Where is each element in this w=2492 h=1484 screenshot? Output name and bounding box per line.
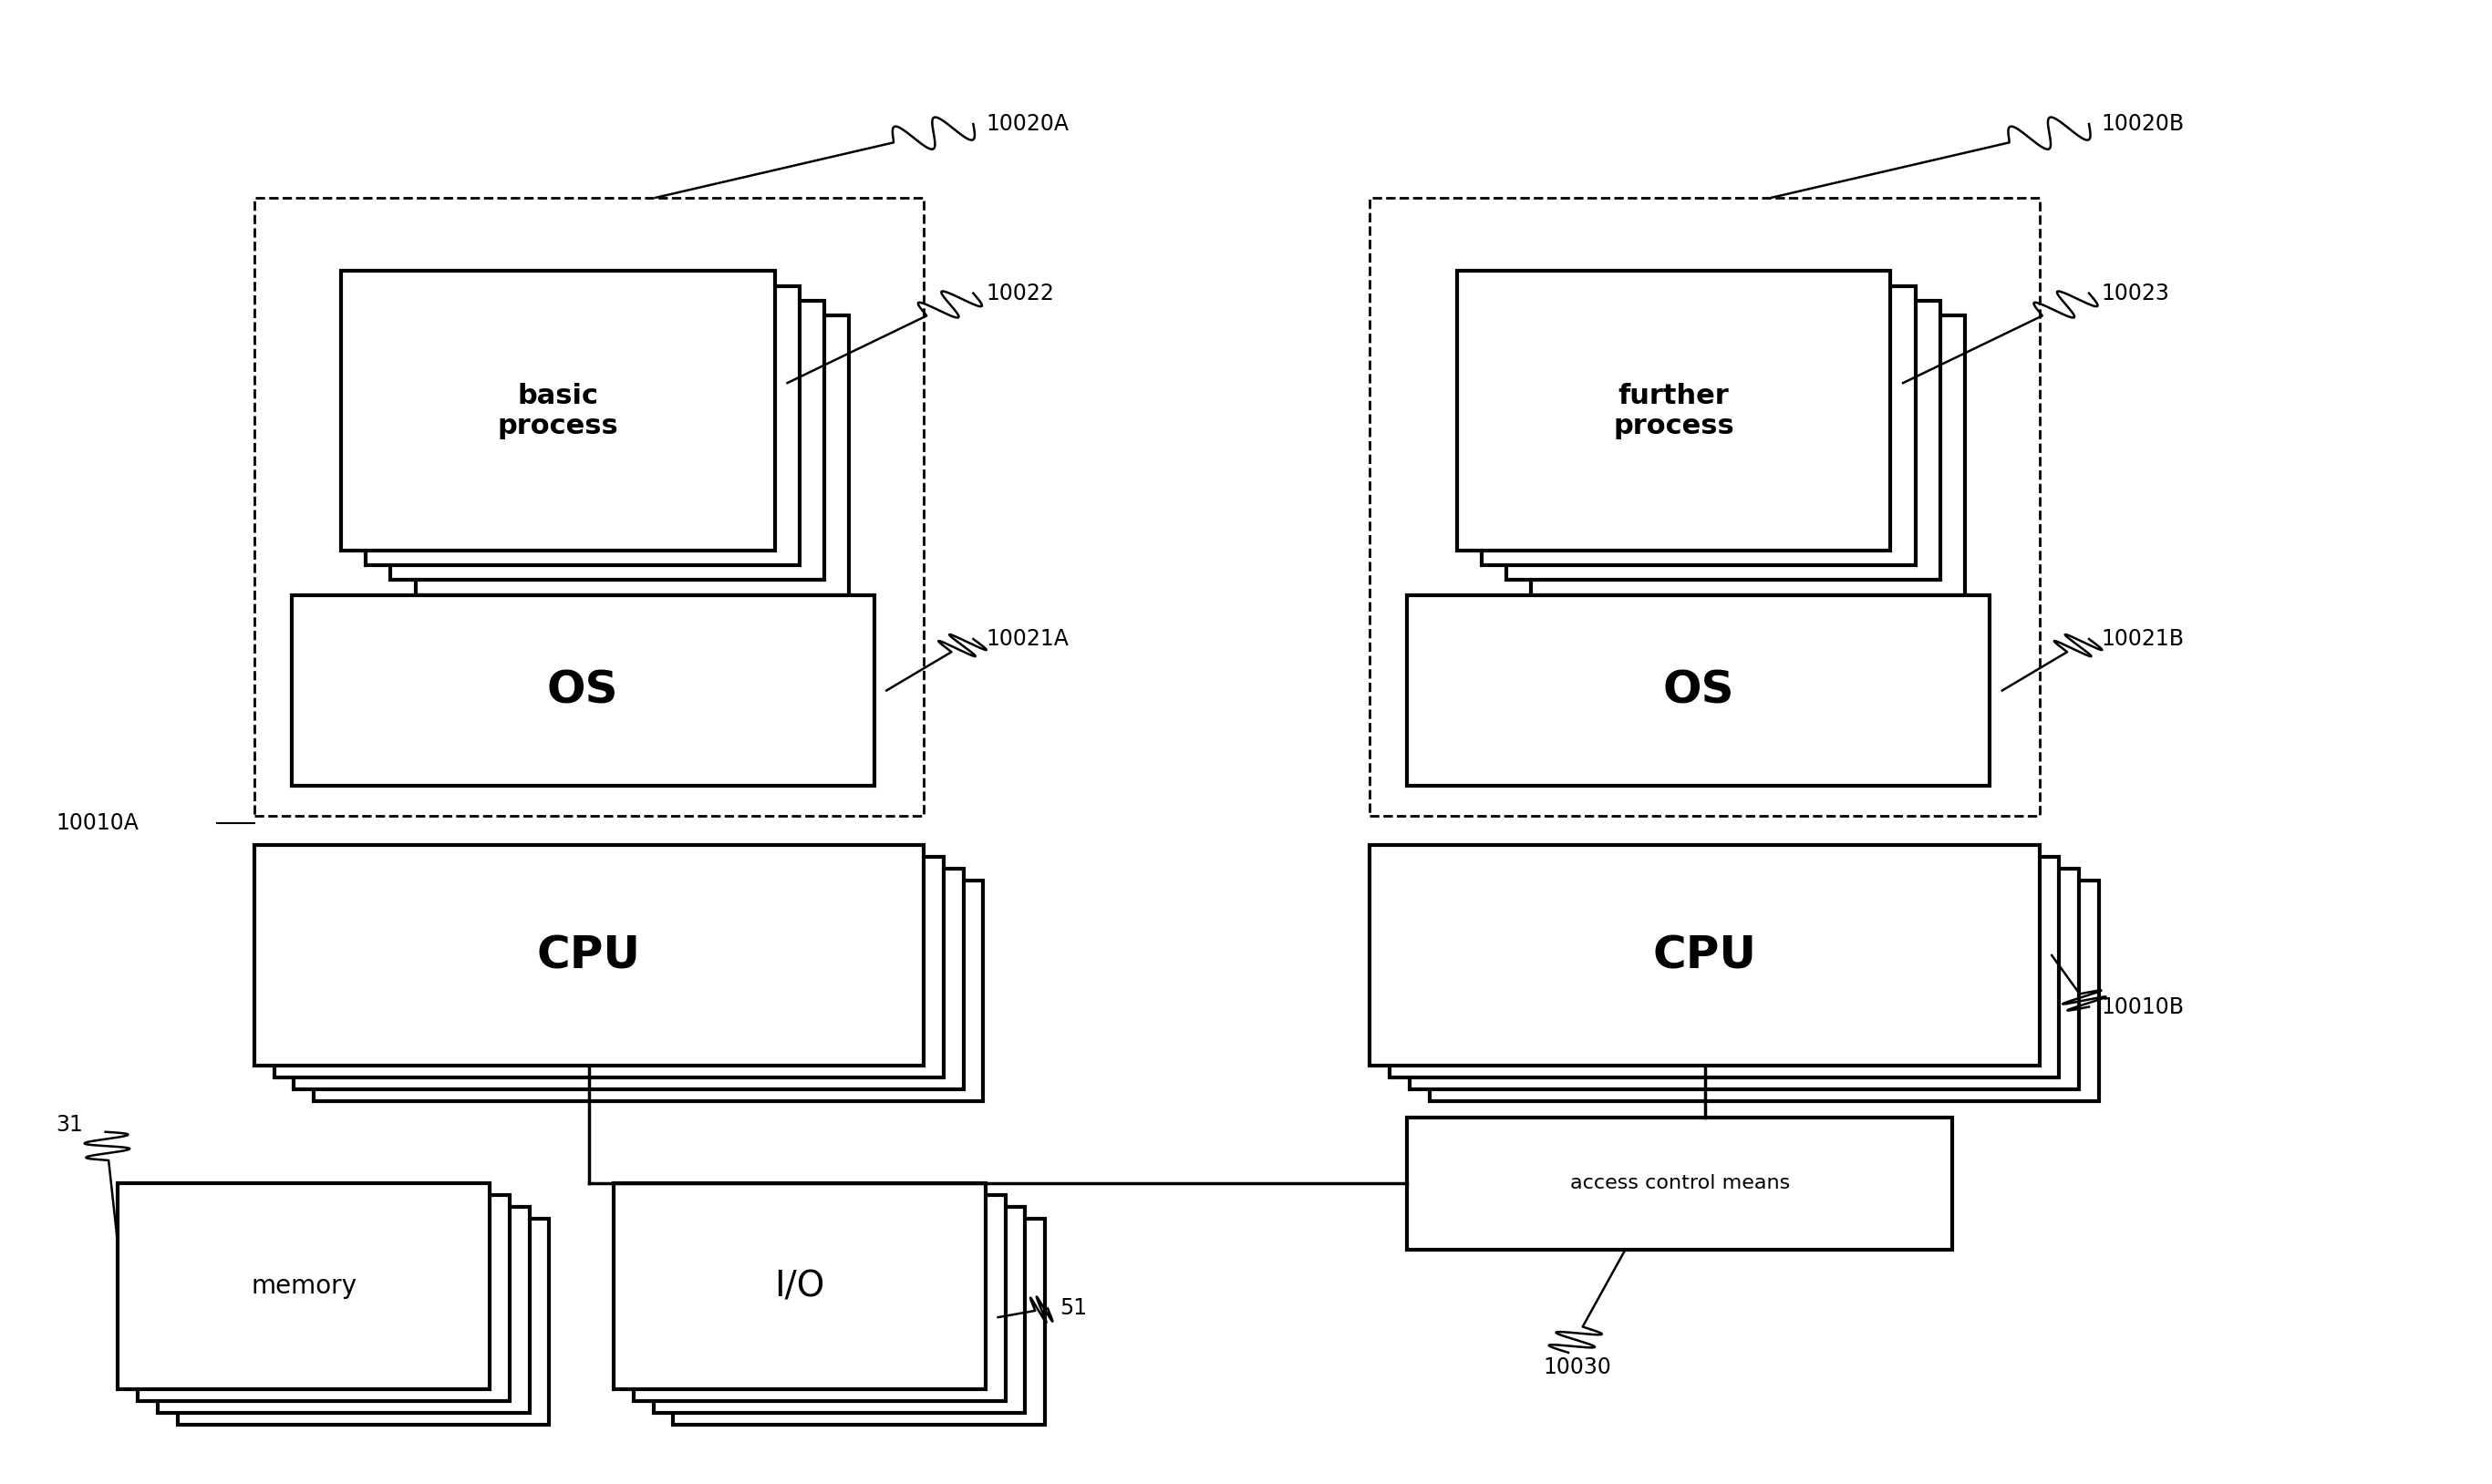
Text: OS: OS xyxy=(1662,669,1734,712)
Text: memory: memory xyxy=(252,1273,356,1298)
Bar xyxy=(254,844,925,1066)
Bar xyxy=(294,868,964,1089)
Text: OS: OS xyxy=(546,669,618,712)
Text: 10020B: 10020B xyxy=(2101,113,2185,135)
Text: 10021A: 10021A xyxy=(987,628,1069,650)
Bar xyxy=(391,301,825,580)
Text: 10020A: 10020A xyxy=(987,113,1069,135)
Text: further
process: further process xyxy=(1612,383,1734,439)
Bar xyxy=(1410,868,2078,1089)
Bar xyxy=(1371,844,2038,1066)
Text: basic
process: basic process xyxy=(498,383,618,439)
Bar xyxy=(673,1218,1044,1425)
Text: access control means: access control means xyxy=(1570,1174,1789,1193)
Bar xyxy=(366,286,800,565)
Bar xyxy=(1371,197,2038,816)
Bar xyxy=(1458,272,1891,551)
Bar xyxy=(314,880,984,1101)
Bar xyxy=(1505,301,1941,580)
Text: 10021B: 10021B xyxy=(2101,628,2185,650)
Bar xyxy=(1408,1117,1954,1250)
Bar xyxy=(1430,880,2098,1101)
Text: 10022: 10022 xyxy=(987,282,1054,304)
Bar xyxy=(341,272,775,551)
Bar xyxy=(177,1218,548,1425)
Text: CPU: CPU xyxy=(1652,933,1757,978)
Text: 51: 51 xyxy=(1059,1297,1087,1319)
Bar xyxy=(137,1195,511,1401)
Bar xyxy=(613,1183,987,1389)
Bar xyxy=(633,1195,1004,1401)
Text: I/O: I/O xyxy=(775,1269,825,1304)
Bar xyxy=(1530,315,1966,595)
Text: 10010A: 10010A xyxy=(55,812,140,834)
Bar xyxy=(254,197,925,816)
Bar xyxy=(1483,286,1916,565)
Text: 10023: 10023 xyxy=(2101,282,2171,304)
Bar xyxy=(1391,856,2058,1077)
Bar xyxy=(157,1206,528,1413)
Bar xyxy=(274,856,944,1077)
Text: CPU: CPU xyxy=(536,933,640,978)
Bar xyxy=(292,595,875,787)
Bar xyxy=(117,1183,491,1389)
Bar xyxy=(653,1206,1024,1413)
Text: 31: 31 xyxy=(55,1113,82,1135)
Text: 10030: 10030 xyxy=(1543,1356,1612,1379)
Text: 10010B: 10010B xyxy=(2101,996,2185,1018)
Bar xyxy=(1408,595,1989,787)
Bar xyxy=(416,315,850,595)
